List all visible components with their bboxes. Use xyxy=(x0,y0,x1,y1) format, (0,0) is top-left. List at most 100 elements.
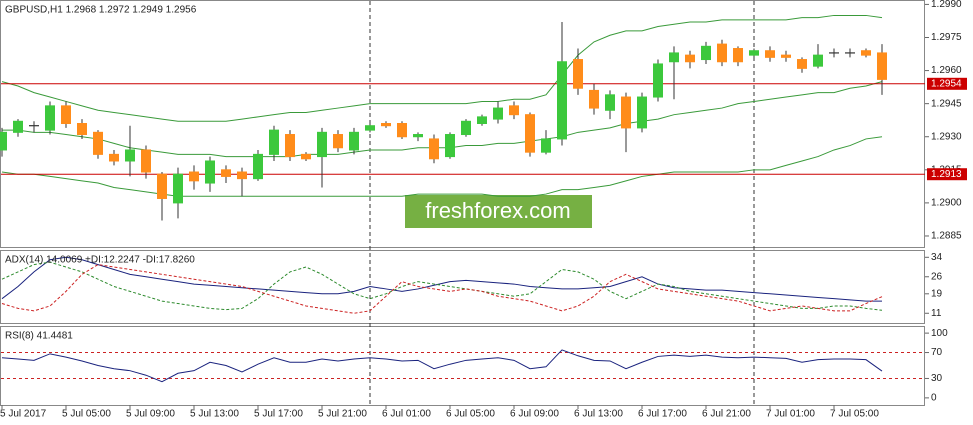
candle-body xyxy=(493,107,503,120)
candle-body xyxy=(397,123,407,138)
candle-body xyxy=(797,59,807,69)
y-tick-label: 1.2960 xyxy=(931,65,962,76)
candle-body xyxy=(285,134,295,158)
candle-body xyxy=(637,96,647,129)
y-tick-label: 1.2885 xyxy=(931,231,962,242)
candle-body xyxy=(717,43,727,63)
candle-body xyxy=(157,173,167,199)
x-tick-label: 6 Jul 05:00 xyxy=(446,409,495,420)
y-tick-label: 1.2930 xyxy=(931,131,962,142)
level-label-box xyxy=(927,77,967,90)
y-tick-label: 70 xyxy=(931,347,943,358)
adx-panel-frame xyxy=(0,250,925,324)
candle-body xyxy=(349,131,359,151)
candle-body xyxy=(509,105,519,116)
x-tick-label: 5 Jul 2017 xyxy=(0,409,47,420)
x-tick-label: 6 Jul 21:00 xyxy=(702,409,751,420)
candle-body xyxy=(301,153,311,160)
candle-body xyxy=(189,171,199,182)
indicator-line xyxy=(1,261,883,311)
x-tick-label: 7 Jul 05:00 xyxy=(830,409,879,420)
watermark-box xyxy=(405,195,592,228)
y-tick-label: 30 xyxy=(931,373,943,384)
panel-title: RSI(8) 41.4481 xyxy=(5,331,73,342)
price-panel-frame xyxy=(0,0,925,248)
y-tick-label: 34 xyxy=(931,252,943,263)
x-tick-label: 6 Jul 13:00 xyxy=(574,409,623,420)
candle-body xyxy=(0,131,7,151)
candle-body xyxy=(461,120,471,136)
panel-title: GBPUSD,H1 1.2968 1.2972 1.2949 1.2956 xyxy=(5,5,197,16)
candle-body xyxy=(813,54,823,67)
candle-body xyxy=(525,114,535,153)
indicator-line xyxy=(1,349,883,383)
x-tick-label: 5 Jul 17:00 xyxy=(254,409,303,420)
y-tick-label: 0 xyxy=(931,393,937,404)
x-tick-label: 5 Jul 05:00 xyxy=(62,409,111,420)
candle-body xyxy=(653,63,663,98)
y-tick-label: 1.2990 xyxy=(931,0,962,10)
candle-body xyxy=(685,54,695,63)
candle-body xyxy=(749,50,759,56)
x-tick-label: 5 Jul 09:00 xyxy=(126,409,175,420)
candle-body xyxy=(333,134,343,149)
y-tick-label: 1.2900 xyxy=(931,198,962,209)
candle-body xyxy=(317,131,327,158)
candle-body xyxy=(621,96,631,129)
candle-body xyxy=(445,134,455,158)
x-tick-label: 6 Jul 17:00 xyxy=(638,409,687,420)
y-tick-label: 26 xyxy=(931,271,943,282)
candle-body xyxy=(477,116,487,124)
candle-body xyxy=(781,54,791,58)
candle-body xyxy=(365,125,375,131)
y-tick-label: 100 xyxy=(931,328,948,339)
level-label: 1.2954 xyxy=(931,78,962,89)
candle-body xyxy=(877,52,887,80)
candle-body xyxy=(253,153,263,180)
x-tick-label: 5 Jul 21:00 xyxy=(318,409,367,420)
candle-body xyxy=(13,120,23,133)
candle-body xyxy=(93,131,103,155)
panel-title: ADX(14) 14.0069 +DI:12.2247 -DI:17.8260 xyxy=(5,255,195,266)
candle-body xyxy=(541,138,551,153)
candle-body xyxy=(669,52,679,63)
band-line xyxy=(1,136,883,197)
candle-body xyxy=(237,171,247,180)
y-tick-label: 11 xyxy=(931,308,942,319)
y-tick-label: 1.2975 xyxy=(931,32,962,43)
level-label-box xyxy=(927,168,967,181)
candle-body xyxy=(413,134,423,138)
candle-body xyxy=(269,129,279,155)
candle-body xyxy=(589,89,599,109)
candle-body xyxy=(221,169,231,177)
candle-body xyxy=(605,94,615,111)
candle-body xyxy=(205,160,215,184)
candle-body xyxy=(141,149,151,173)
candle-body xyxy=(429,138,439,160)
y-tick-label: 1.2945 xyxy=(931,98,962,109)
x-tick-label: 6 Jul 09:00 xyxy=(510,409,559,420)
candle-body xyxy=(701,45,711,61)
candle-body xyxy=(173,173,183,204)
rsi-panel-frame xyxy=(0,326,925,406)
candle-body xyxy=(125,149,135,162)
candle-body xyxy=(77,123,87,136)
indicator-line xyxy=(1,256,882,302)
candle-body xyxy=(765,50,775,58)
candle-body xyxy=(45,105,55,131)
watermark: freshforex.com xyxy=(425,198,571,223)
x-tick-label: 5 Jul 13:00 xyxy=(190,409,239,420)
candle-body xyxy=(557,61,567,140)
level-label: 1.2913 xyxy=(931,169,962,180)
indicator-line xyxy=(1,264,883,314)
candle-body xyxy=(573,59,583,89)
candle-body xyxy=(381,123,391,127)
x-tick-label: 6 Jul 01:00 xyxy=(382,409,431,420)
y-tick-label: 19 xyxy=(931,288,943,299)
candle-body xyxy=(61,105,71,124)
candle-body xyxy=(109,153,119,162)
candle-body xyxy=(733,48,743,63)
candle-body xyxy=(861,50,871,56)
